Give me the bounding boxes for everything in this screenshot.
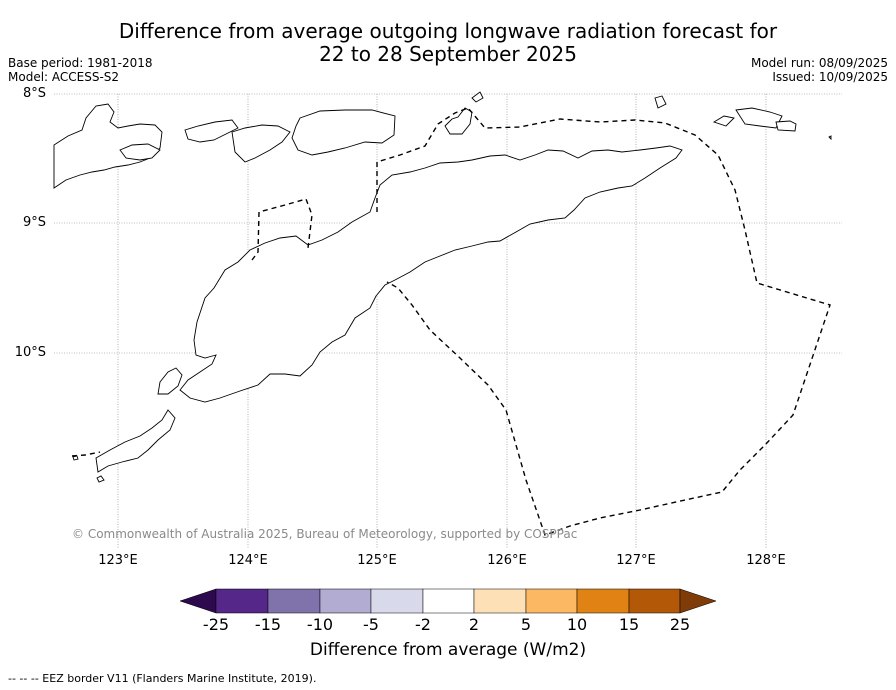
meta-right: Model run: 08/09/2025 Issued: 10/09/2025 xyxy=(751,56,888,84)
colorbar-segment-1 xyxy=(215,588,269,614)
eez-border xyxy=(71,107,831,536)
colorbar-tick: 10 xyxy=(566,615,588,634)
eez-border-north xyxy=(376,107,831,536)
colorbar-tick: -25 xyxy=(202,615,230,634)
lon-label-128e: 128°E xyxy=(746,553,786,568)
lat-label-8s: 8°S xyxy=(22,86,46,101)
sawu-island xyxy=(95,409,176,473)
colorbar-extend-high xyxy=(679,588,717,614)
map-title: Difference from average outgoing longwav… xyxy=(0,20,896,66)
colorbar-segment-6 xyxy=(473,588,527,614)
colorbar-tick: -5 xyxy=(363,615,379,634)
leti-moa-islands xyxy=(735,107,783,129)
colorbar-segment-2 xyxy=(267,588,321,614)
lon-label-126e: 126°E xyxy=(487,553,527,568)
colorbar-tick: 5 xyxy=(520,615,532,634)
colorbar-segment-8 xyxy=(576,588,630,614)
colorbar xyxy=(179,588,717,614)
lembata-island xyxy=(184,119,239,143)
wetar-island xyxy=(291,109,396,156)
alor-pantar-islands xyxy=(231,124,291,163)
colorbar-tick: -10 xyxy=(306,615,334,634)
colorbar-segment-5 xyxy=(422,588,475,614)
islet-north xyxy=(471,91,484,103)
model-run-text: Model run: 08/09/2025 xyxy=(750,56,888,70)
colorbar-tick: -15 xyxy=(254,615,282,634)
islet-east-1 xyxy=(654,95,667,109)
base-period-text: Base period: 1981-2018 xyxy=(8,56,153,70)
islet-east-2 xyxy=(712,115,735,127)
eez-border-west xyxy=(71,451,101,457)
colorbar-tick: 25 xyxy=(669,615,691,634)
graticule xyxy=(54,93,842,548)
lon-label-124e: 124°E xyxy=(228,553,268,568)
colorbar-tick: 2 xyxy=(468,615,480,634)
rote-island xyxy=(157,367,183,395)
colorbar-segment-7 xyxy=(525,588,578,614)
colorbar-tick: 15 xyxy=(618,615,640,634)
solor-island xyxy=(119,143,161,161)
eez-border-oecusse xyxy=(251,198,313,261)
colorbar-segment-9 xyxy=(628,588,681,614)
lat-label-9s: 9°S xyxy=(22,215,46,230)
raijua-island xyxy=(96,475,105,483)
islet-ndao xyxy=(72,455,79,461)
timor-island xyxy=(179,145,683,403)
title-line-2: 22 to 28 September 2025 xyxy=(319,42,577,66)
model-text: Model: ACCESS-S2 xyxy=(8,70,120,84)
flores-east-coast xyxy=(53,103,163,189)
colorbar-extend-low xyxy=(179,588,217,614)
colorbar-label: Difference from average (W/m2) xyxy=(309,640,587,660)
colorbar-tick: -2 xyxy=(415,615,431,634)
islet-far-east xyxy=(828,135,832,141)
lon-label-125e: 125°E xyxy=(357,553,397,568)
lon-label-123e: 123°E xyxy=(98,553,138,568)
colorbar-segment-4 xyxy=(370,588,424,614)
lon-label-127e: 127°E xyxy=(616,553,656,568)
lakor-island xyxy=(775,120,797,132)
title-line-1: Difference from average outgoing longwav… xyxy=(118,19,778,43)
copyright-text: © Commonwealth of Australia 2025, Bureau… xyxy=(72,527,578,541)
issued-text: Issued: 10/09/2025 xyxy=(772,70,888,84)
eez-legend-text: -- -- -- EEZ border V11 (Flanders Marine… xyxy=(8,672,317,685)
meta-left: Base period: 1981-2018 Model: ACCESS-S2 xyxy=(8,56,153,84)
colorbar-segment-3 xyxy=(319,588,372,614)
lat-label-10s: 10°S xyxy=(14,345,46,360)
atauro-island xyxy=(444,107,473,135)
coastlines xyxy=(53,91,832,483)
